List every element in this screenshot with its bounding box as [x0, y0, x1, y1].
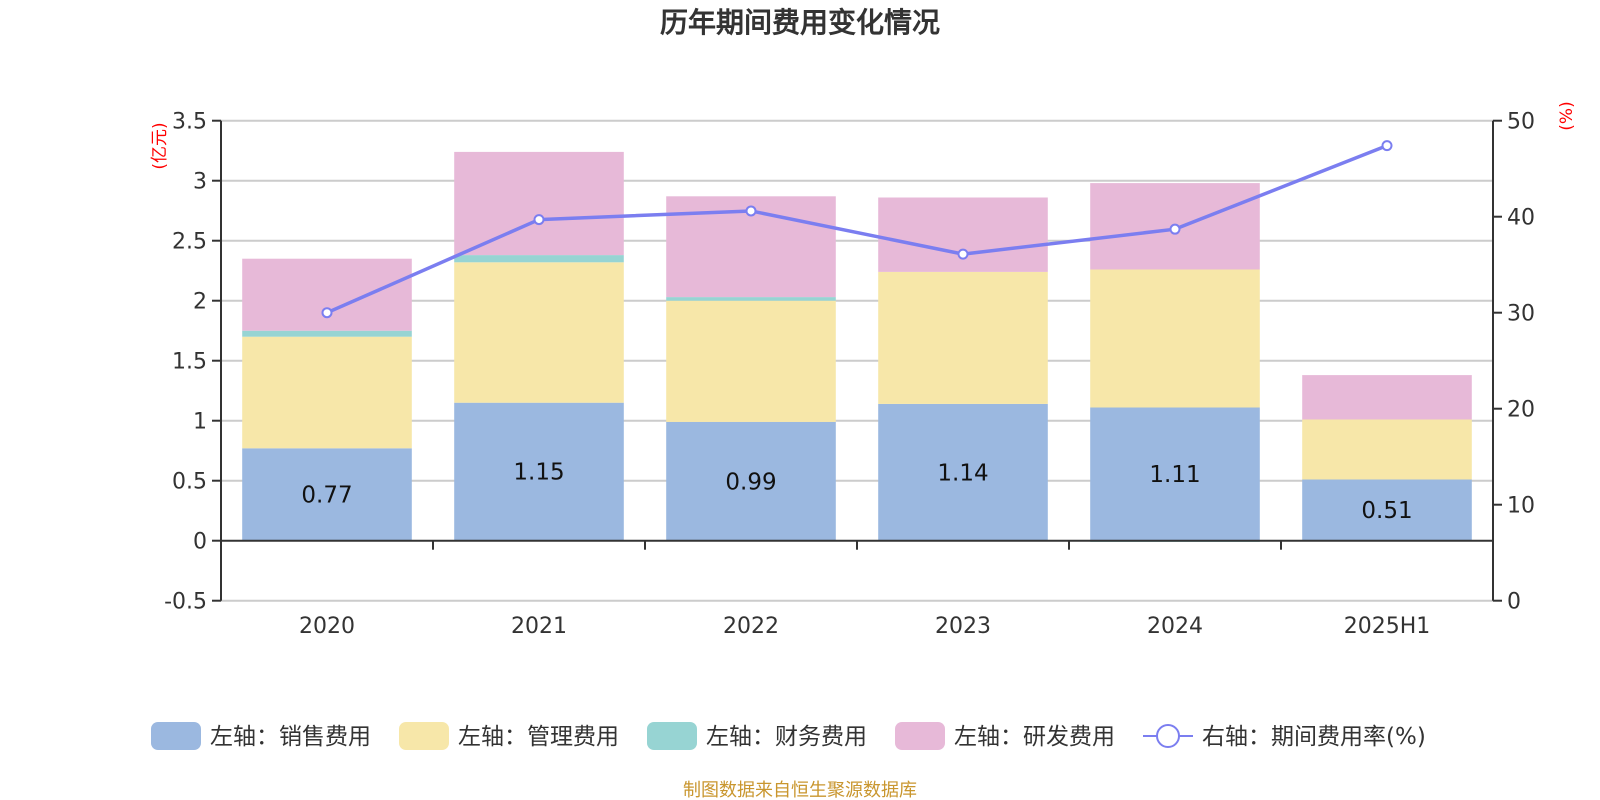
rate-point [1381, 140, 1393, 152]
bar-segment [878, 197, 1048, 272]
x-axis-tick-label: 2020 [299, 614, 355, 639]
bar-segment [242, 330, 412, 337]
bar-segment [1302, 479, 1472, 541]
legend-label: 左轴：财务费用 [706, 724, 867, 750]
left-axis-tick-label: 0 [193, 530, 207, 555]
x-axis-tick-label: 2023 [935, 614, 991, 639]
legend: 左轴：销售费用 左轴：管理费用 左轴：财务费用 左轴：研发费用 右轴：期间费用率(%) [151, 722, 1426, 750]
rate-point [957, 248, 969, 260]
rate-point [1169, 223, 1181, 235]
gridlines [221, 119, 1493, 602]
legend-item: 右轴：期间费用率(%) [1143, 724, 1426, 750]
bar-segment [666, 297, 836, 301]
legend-item: 左轴：财务费用 [647, 722, 867, 750]
bar-segment [666, 421, 836, 541]
bar-segment [1302, 375, 1472, 420]
x-axis-tick-label: 2021 [511, 614, 567, 639]
rate-line [326, 144, 1388, 315]
legend-swatch [399, 722, 449, 750]
bar-segment [1090, 269, 1260, 408]
bar-data-label: 1.11 [1149, 462, 1200, 488]
legend-swatch [151, 722, 201, 750]
left-axis-tick-label: 0.5 [172, 470, 207, 495]
legend-label: 左轴：研发费用 [954, 724, 1115, 750]
chart-title: 历年期间费用变化情况 [660, 6, 940, 39]
data-labels: 0.77 1.15 0.99 1.14 1.11 0.51 [301, 460, 1412, 524]
bar-segment [454, 262, 624, 403]
bar-data-label: 0.51 [1361, 498, 1412, 524]
right-axis-tick-label: 10 [1507, 494, 1535, 519]
rate-point [533, 214, 545, 226]
bar-segment [1090, 407, 1260, 541]
bar-data-label: 0.99 [725, 469, 776, 495]
legend-label: 左轴：销售费用 [210, 724, 371, 750]
left-axis-tick-label: 1.5 [172, 350, 207, 375]
legend-item: 左轴：研发费用 [895, 722, 1115, 750]
legend-item: 左轴：销售费用 [151, 722, 371, 750]
bar-data-label: 0.77 [301, 483, 352, 509]
x-axis-tick-label: 2024 [1147, 614, 1203, 639]
legend-swatch [647, 722, 697, 750]
legend-item: 左轴：管理费用 [399, 722, 619, 750]
bar-segment [242, 448, 412, 541]
bar-segment [242, 336, 412, 449]
footer-source: 制图数据来自恒生聚源数据库 [683, 780, 917, 800]
bar-segment [454, 402, 624, 541]
rate-point [745, 205, 757, 217]
bar-data-label: 1.15 [513, 460, 564, 486]
right-axis-unit-label: (%) [1557, 101, 1577, 130]
right-axis-tick-label: 20 [1507, 398, 1535, 423]
left-axis-tick-label: -0.5 [164, 590, 207, 615]
left-axis-tick-label: 2.5 [172, 230, 207, 255]
bar-segment [1302, 419, 1472, 480]
bar-data-label: 1.14 [937, 460, 988, 486]
x-axis-tick-label: 2022 [723, 614, 779, 639]
bar-segment [454, 151, 624, 256]
left-axis-tick-label: 3 [193, 170, 207, 195]
bar-segment [666, 300, 836, 422]
left-axis-tick-label: 2 [193, 290, 207, 315]
x-axis-tick-label: 2025H1 [1344, 614, 1431, 639]
right-axis-tick-label: 30 [1507, 302, 1535, 327]
legend-label: 左轴：管理费用 [458, 724, 619, 750]
legend-circle-icon [1156, 724, 1180, 748]
right-axis-tick-label: 0 [1507, 590, 1521, 615]
left-axis-unit-label: (亿元) [150, 122, 170, 169]
line-series [321, 140, 1393, 319]
bar-segment [454, 255, 624, 263]
left-axis-tick-label: 1 [193, 410, 207, 435]
bar-series [242, 151, 1472, 542]
bar-segment [242, 258, 412, 331]
rate-point [321, 307, 333, 319]
bar-segment [878, 271, 1048, 404]
right-axis-tick-label: 50 [1507, 110, 1535, 135]
bar-segment [878, 403, 1048, 541]
legend-swatch [895, 722, 945, 750]
right-axis-tick-label: 40 [1507, 206, 1535, 231]
left-axis-tick-label: 3.5 [172, 110, 207, 135]
legend-label: 右轴：期间费用率(%) [1202, 724, 1426, 750]
